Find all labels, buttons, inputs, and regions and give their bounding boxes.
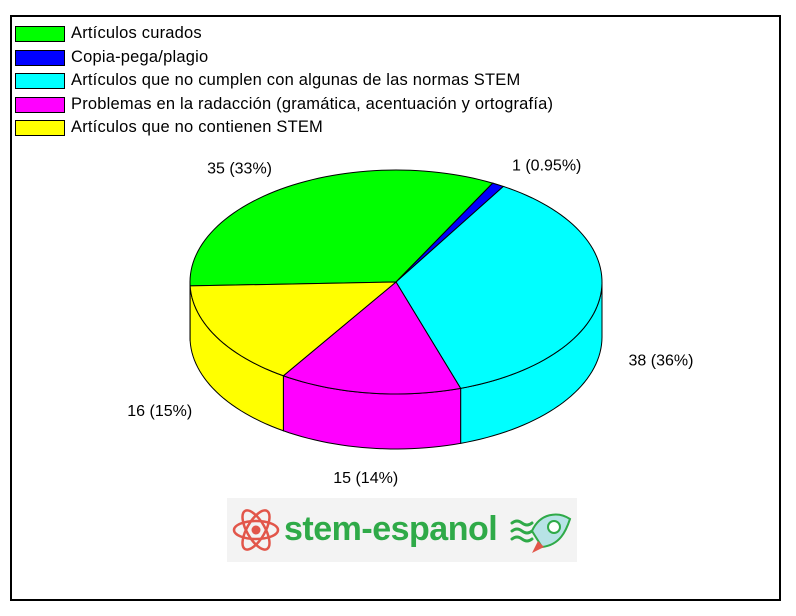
data-label: 38 (36%) (629, 352, 694, 369)
legend-label: Artículos que no cumplen con algunas de … (71, 71, 521, 89)
pie-slice (189, 169, 494, 287)
pie-top (189, 169, 603, 395)
legend-swatch (15, 49, 65, 66)
data-label: 35 (33%) (207, 160, 272, 177)
atom-icon (232, 509, 280, 551)
legend-label: Copia-pega/plagio (71, 47, 209, 66)
legend-label: Artículos que no contienen STEM (71, 118, 323, 136)
data-label: 15 (14%) (333, 470, 398, 487)
logo-text: stem-espanol (284, 510, 498, 548)
legend-label: Artículos curados (71, 24, 202, 42)
rocket-icon (510, 513, 572, 553)
pie-slice (395, 185, 603, 389)
data-label: 16 (15%) (127, 403, 192, 420)
legend-swatch (15, 73, 65, 89)
pie-slice (189, 281, 398, 377)
legend-swatch (15, 26, 65, 42)
legend-label: Problemas en la radacción (gramática, ac… (71, 94, 554, 113)
stem-espanol-logo: stem-espanol (227, 498, 577, 562)
legend-swatch (15, 96, 65, 113)
data-label: 1 (0.95%) (512, 158, 581, 175)
legend-swatch (15, 120, 65, 136)
pie-slice (282, 281, 462, 395)
